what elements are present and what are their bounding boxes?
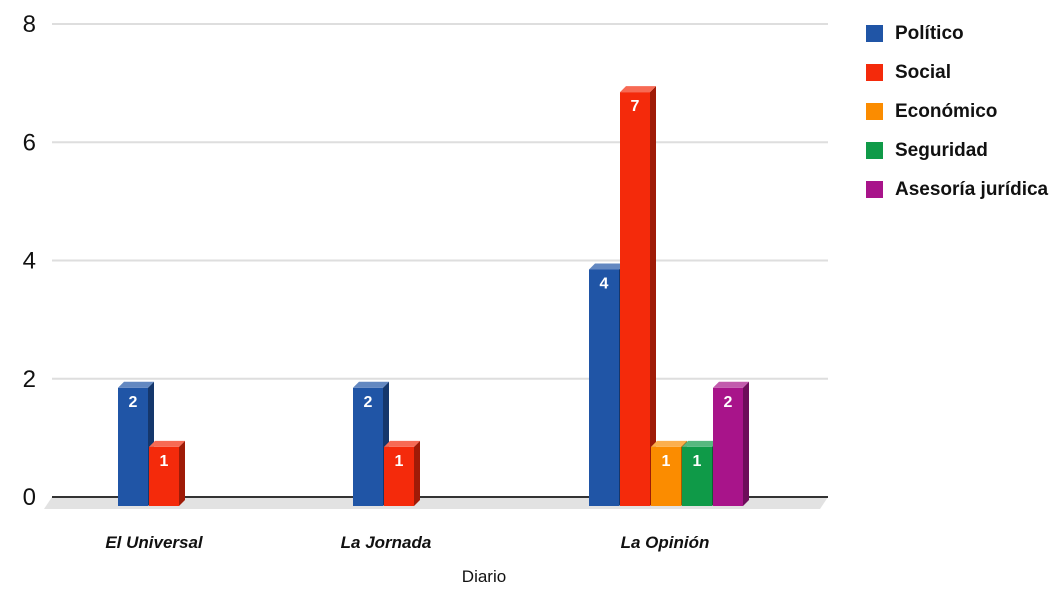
data-label: 1 [395,453,404,470]
data-label: 2 [364,394,373,411]
bar-top [682,440,718,447]
bar-face [651,446,681,506]
y-axis-ticks: 0 2 4 6 8 [23,11,36,511]
data-label: 1 [160,453,169,470]
data-label: 4 [600,276,609,293]
legend-swatch [866,142,883,159]
bar: 2 [353,381,389,506]
legend-item: Económico [866,92,1048,131]
legend-item: Asesoría jurídica [866,170,1048,209]
legend: Político Social Económico Seguridad Asesoría… [866,14,1048,209]
bar-face [384,446,414,506]
y-tick-label: 6 [23,129,36,156]
bar-top [118,381,154,388]
x-axis-title: Diario [462,567,506,586]
data-label: 2 [724,394,733,411]
x-axis-ticks: El Universal La Jornada La Opinión [105,533,709,552]
legend-label: Seguridad [895,139,988,161]
bar-side [743,381,749,506]
legend-item: Político [866,14,1048,53]
bar: 2 [118,381,154,506]
legend-label: Asesoría jurídica [895,178,1049,200]
data-label: 1 [662,453,671,470]
data-label: 2 [129,394,138,411]
bar-top [620,86,656,93]
bar-top [589,263,625,270]
bar-face [589,269,619,506]
bar-top [353,381,389,388]
bar-face [620,92,650,506]
y-tick-label: 0 [23,484,36,511]
legend-swatch [866,64,883,81]
bar-face [149,446,179,506]
bar-top [651,440,687,447]
bar: 1 [149,440,185,506]
x-tick-label: La Jornada [341,533,432,552]
bar-side [179,440,185,506]
bar-face [682,446,712,506]
bar-face [713,387,743,506]
bar: 7 [620,86,656,506]
legend-swatch [866,25,883,42]
legend-swatch [866,181,883,198]
bars: 2 1 2 1 4 7 1 1 2 [118,86,749,506]
y-tick-label: 2 [23,366,36,393]
x-tick-label: El Universal [105,533,204,552]
legend-item: Seguridad [866,131,1048,170]
bar-top [149,440,185,447]
bar-face [118,387,148,506]
gridlines [52,23,828,380]
x-tick-label: La Opinión [621,533,710,552]
bar-face [353,387,383,506]
legend-label: Económico [895,100,998,122]
bar-top [713,381,749,388]
y-tick-label: 4 [23,248,36,275]
data-label: 1 [693,453,702,470]
legend-label: Político [895,22,964,44]
legend-label: Social [895,61,951,83]
bar-side [414,440,420,506]
bar: 1 [682,440,718,506]
bar: 1 [651,440,687,506]
y-tick-label: 8 [23,11,36,38]
bar: 2 [713,381,749,506]
bar-side [650,86,656,506]
data-label: 7 [631,98,640,115]
bar-top [384,440,420,447]
legend-item: Social [866,53,1048,92]
bar: 4 [589,263,625,506]
bar: 1 [384,440,420,506]
legend-swatch [866,103,883,120]
